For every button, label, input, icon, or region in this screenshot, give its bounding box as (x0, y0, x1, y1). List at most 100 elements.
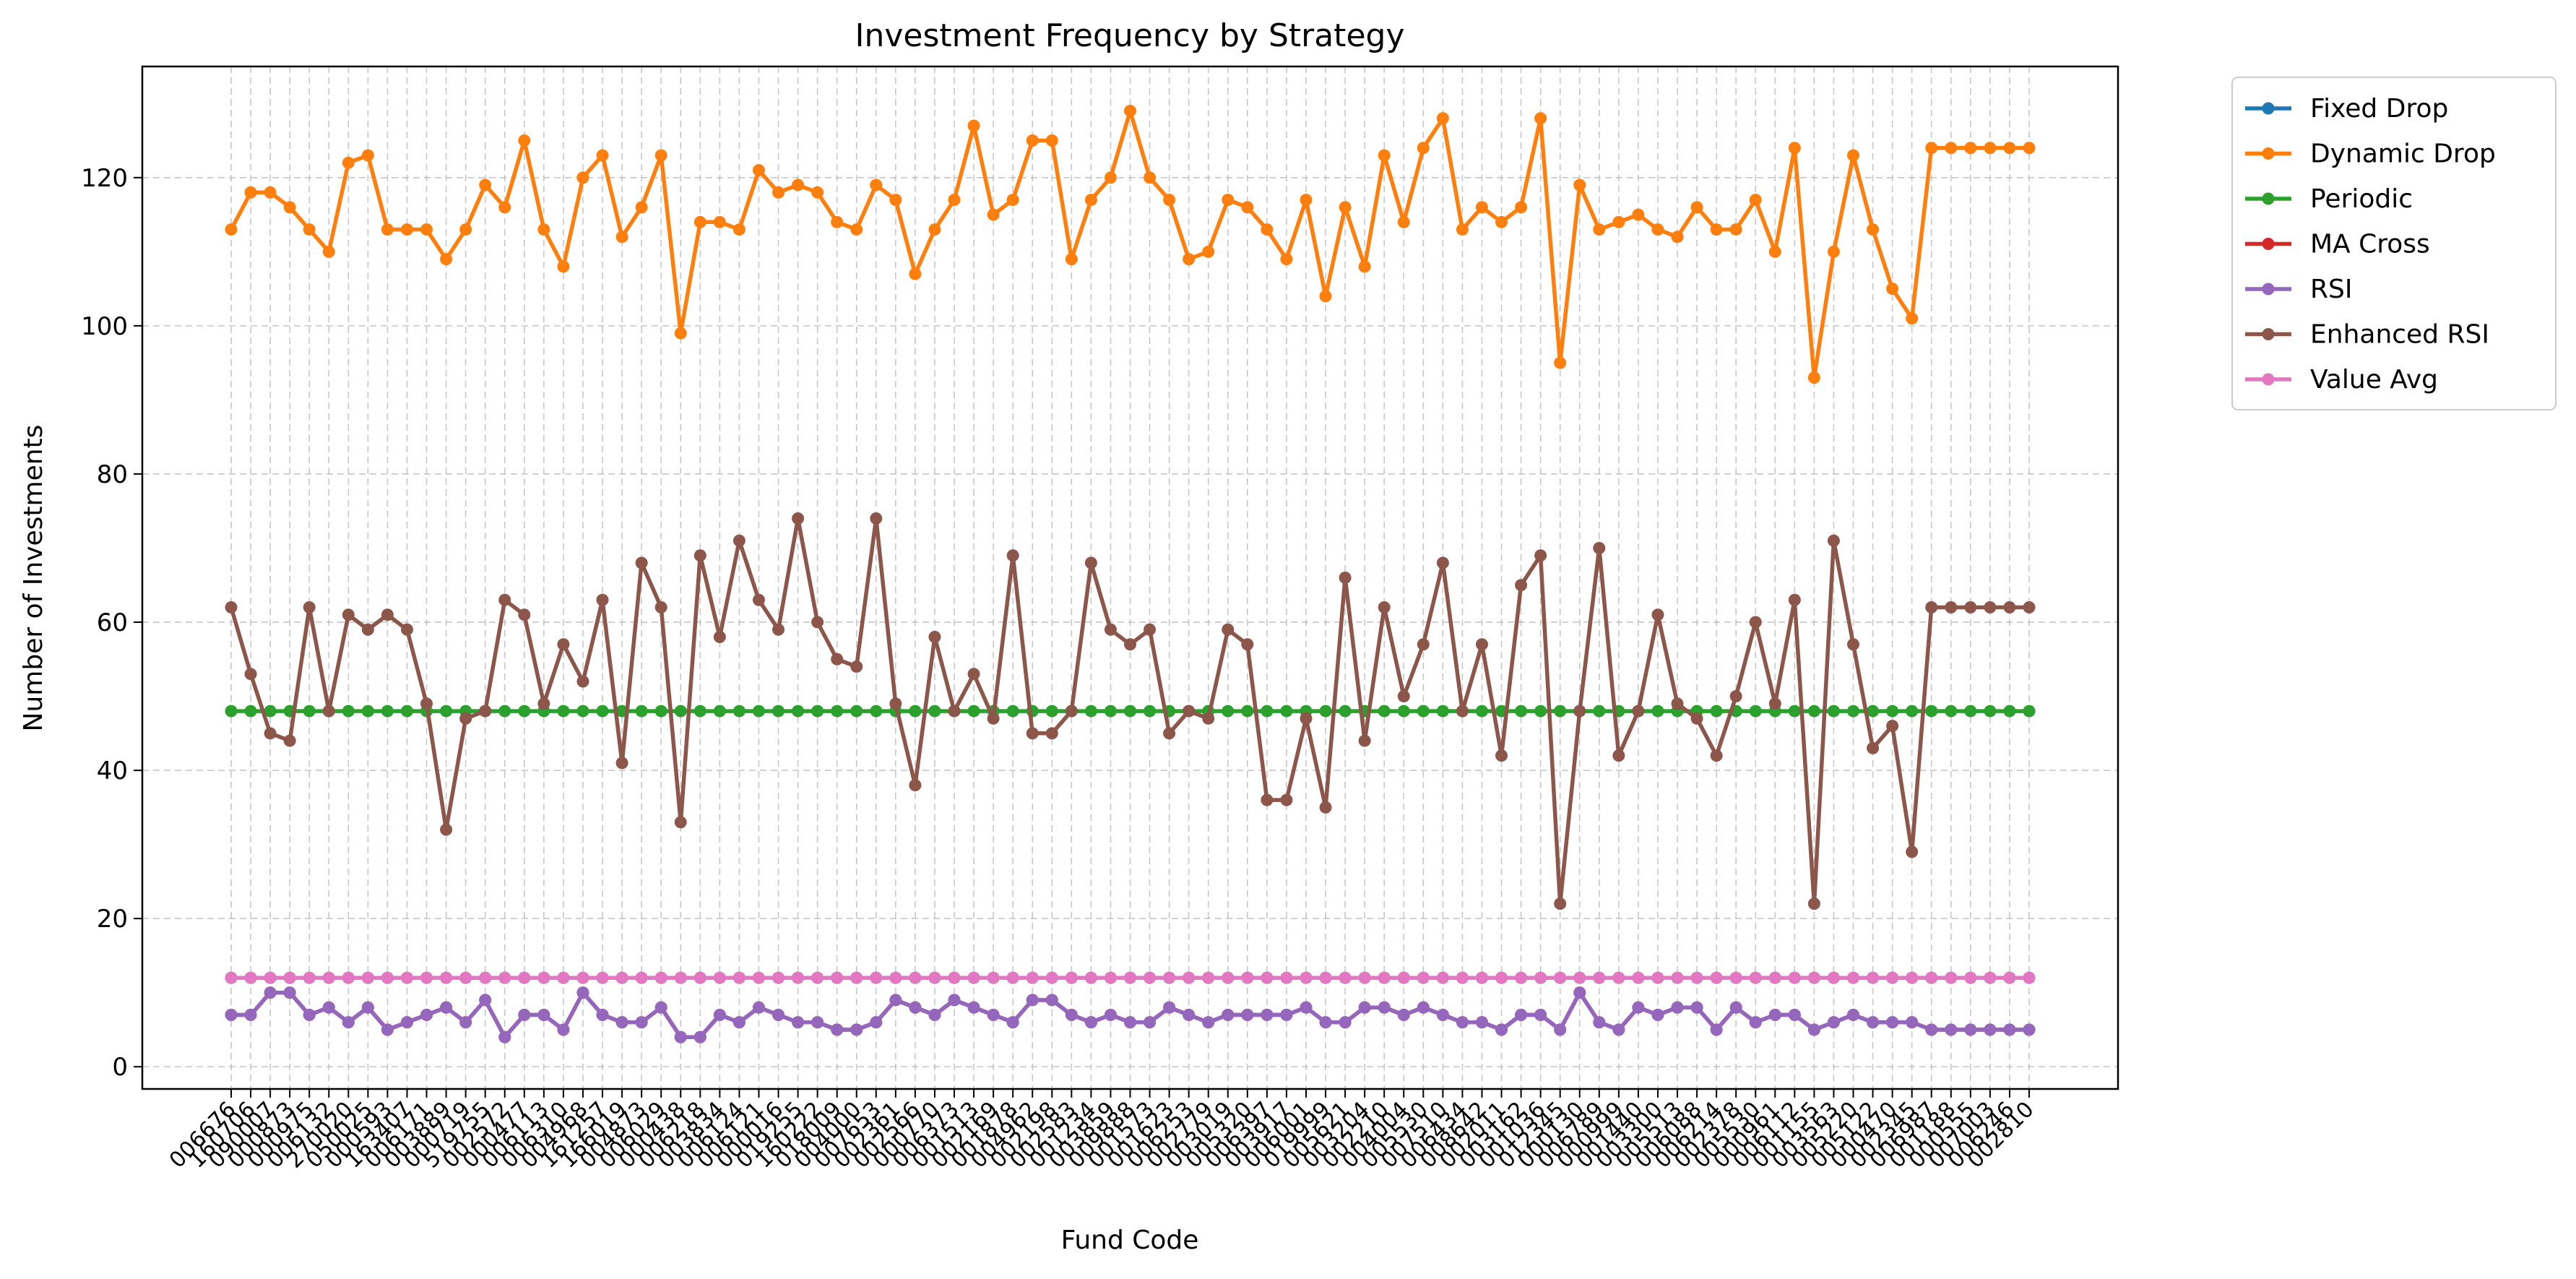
y-tick-label: 60 (97, 608, 128, 637)
chart-title: Investment Frequency by Strategy (855, 17, 1405, 54)
data-point (440, 971, 453, 984)
data-point (732, 705, 745, 718)
legend-swatch-marker (2262, 147, 2275, 160)
data-point (1026, 994, 1039, 1007)
data-point (772, 186, 785, 199)
y-tick-label: 40 (97, 757, 128, 785)
data-point (1475, 1016, 1488, 1029)
data-point (1261, 223, 1274, 236)
data-point (1241, 971, 1254, 984)
data-point (1827, 705, 1840, 718)
data-point (1202, 1016, 1215, 1029)
data-point (1222, 705, 1235, 718)
data-point (752, 705, 765, 718)
series-value-avg (225, 971, 2036, 984)
data-point (596, 705, 609, 718)
legend-swatch-marker (2262, 238, 2275, 250)
data-point (1788, 593, 1801, 606)
data-point (1886, 1016, 1899, 1029)
legend-label: RSI (2310, 275, 2352, 304)
legend: Fixed Drop Dynamic Drop Periodic MA Cross RS… (2231, 77, 2556, 410)
legend-label: Enhanced RSI (2310, 320, 2489, 350)
data-point (967, 971, 980, 984)
data-point (1475, 705, 1488, 718)
data-point (1788, 142, 1801, 155)
data-point (1651, 1008, 1664, 1021)
data-point (2003, 142, 2016, 155)
data-point (909, 705, 922, 718)
data-point (1651, 705, 1664, 718)
data-point (1886, 283, 1899, 296)
data-point (1280, 971, 1293, 984)
data-point (831, 1023, 844, 1036)
data-point (948, 971, 961, 984)
data-point (1710, 1023, 1723, 1036)
data-point (1241, 705, 1254, 718)
data-point (557, 971, 570, 984)
data-point (1358, 734, 1371, 747)
legend-box (2231, 77, 2556, 410)
data-point (1984, 971, 1997, 984)
data-point (244, 971, 257, 984)
data-point (1925, 705, 1938, 718)
data-point (283, 971, 296, 984)
data-point (1807, 1023, 1820, 1036)
data-point (1378, 705, 1391, 718)
data-point (420, 1008, 433, 1021)
data-point (1397, 1008, 1410, 1021)
data-point (732, 534, 745, 547)
data-point (498, 705, 511, 718)
data-point (1144, 705, 1157, 718)
data-point (2003, 705, 2016, 718)
data-point (1280, 1008, 1293, 1021)
data-point (400, 1016, 413, 1029)
data-point (1768, 1008, 1781, 1021)
data-point (1163, 727, 1176, 740)
data-point (1417, 971, 1430, 984)
data-point (1729, 223, 1742, 236)
series-dynamic-drop (225, 105, 2036, 384)
data-point (928, 1008, 941, 1021)
data-point (1339, 971, 1352, 984)
data-point (1847, 638, 1860, 651)
data-point (752, 971, 765, 984)
data-point (1515, 705, 1528, 718)
data-point (1124, 105, 1136, 118)
data-point (1378, 601, 1391, 614)
data-point (1065, 1008, 1078, 1021)
data-point (987, 712, 1000, 725)
data-point (889, 194, 902, 207)
data-point (850, 223, 863, 236)
data-point (1300, 1001, 1313, 1014)
data-point (1651, 971, 1664, 984)
data-point (1261, 971, 1274, 984)
data-point (1417, 1001, 1430, 1014)
data-point (635, 705, 648, 718)
data-point (870, 971, 883, 984)
data-point (381, 223, 394, 236)
data-point (1906, 971, 1919, 984)
data-point (635, 1016, 648, 1029)
data-point (654, 705, 667, 718)
data-point (870, 705, 883, 718)
data-point (2023, 601, 2036, 614)
data-point (674, 971, 687, 984)
data-point (654, 149, 667, 162)
data-point (225, 971, 238, 984)
data-point (1573, 971, 1586, 984)
data-point (1867, 1016, 1880, 1029)
data-point (440, 253, 453, 266)
data-point (1847, 705, 1860, 718)
data-point (1280, 253, 1293, 266)
data-point (1632, 208, 1645, 221)
data-point (2003, 601, 2016, 614)
data-point (811, 1016, 824, 1029)
data-point (928, 971, 941, 984)
data-point (1847, 971, 1860, 984)
data-point (1319, 1016, 1332, 1029)
data-point (342, 971, 355, 984)
data-point (1006, 194, 1019, 207)
data-point (1084, 194, 1097, 207)
